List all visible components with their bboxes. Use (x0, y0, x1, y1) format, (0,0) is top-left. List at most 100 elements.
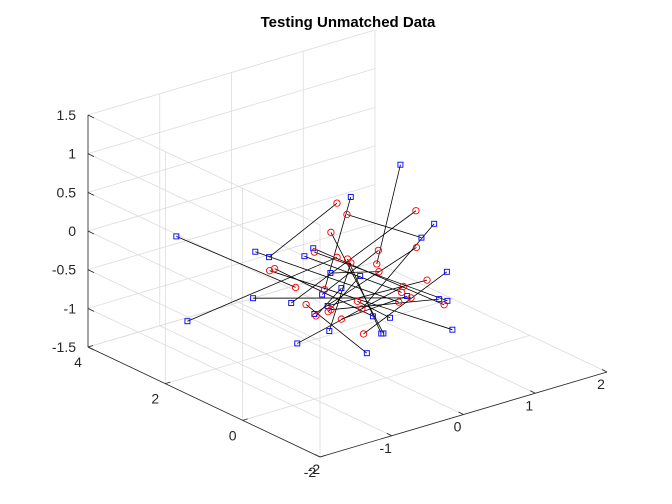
pair-link-line (297, 286, 404, 344)
left-wall-gridline-z (87, 153, 321, 265)
pair-link-line (327, 275, 361, 312)
circle-marker (333, 253, 341, 261)
circle-marker (343, 210, 351, 219)
floor-gridline-y (165, 298, 453, 385)
circle-marker (270, 264, 279, 273)
z-tick-mark (87, 230, 95, 235)
pair-link-line (321, 250, 379, 295)
pair-link-line (313, 247, 445, 306)
left-wall-gridline-z (87, 230, 321, 342)
z-tick-mark (87, 269, 95, 274)
square-marker (310, 245, 317, 252)
square-marker (184, 318, 191, 325)
square-marker (288, 300, 295, 306)
z-tick-mark (87, 153, 95, 158)
z-tick-mark (87, 191, 95, 196)
circle-marker (291, 283, 300, 292)
pair-link-line (363, 271, 448, 335)
square-marker (250, 295, 257, 302)
floor-gridline-x (159, 325, 392, 437)
circle-marker (343, 255, 352, 263)
pair-link-line (268, 202, 338, 258)
x-tick-label: 2 (597, 376, 605, 392)
left-wall-gridline-z (87, 269, 321, 381)
pair-link-line (361, 223, 435, 310)
y-tick-label: 0 (229, 427, 237, 443)
square-marker (266, 254, 273, 261)
square-marker (294, 340, 301, 347)
back-wall-gridline-z (87, 222, 376, 309)
z-tick-label: 0.5 (57, 184, 77, 200)
pair-link-line (330, 232, 384, 334)
circle-marker (395, 298, 403, 306)
pair-link-line (327, 279, 428, 307)
y-tick-label: 2 (151, 391, 159, 407)
pair-link-line (176, 236, 296, 288)
circle-marker (397, 288, 406, 297)
square-marker (363, 350, 370, 357)
square-marker (319, 291, 326, 298)
x-tick-label: 1 (525, 397, 533, 413)
square-marker (378, 330, 385, 337)
z-tick-label: -1 (64, 300, 77, 316)
pair-link-line (324, 196, 352, 290)
square-marker (338, 285, 345, 292)
z-tick-label: 1 (68, 146, 76, 162)
square-marker (326, 328, 333, 334)
square-marker (301, 253, 308, 260)
circle-marker (407, 294, 415, 302)
left-wall-gridline-z (87, 307, 321, 419)
pair-link-line (314, 247, 417, 315)
pair-link-line (330, 298, 440, 311)
pair-link-line (269, 270, 453, 331)
pair-link-line (346, 214, 422, 239)
grid-layer (87, 29, 608, 458)
square-marker (418, 234, 425, 241)
left-wall-gridline-z (87, 191, 321, 303)
z-tick-mark (87, 114, 95, 119)
floor-gridline-x (231, 304, 464, 415)
square-marker (431, 220, 438, 227)
left-wall-gridline-z (87, 114, 321, 226)
circle-marker (265, 267, 274, 275)
square-marker (252, 248, 259, 255)
circle-marker (324, 308, 332, 316)
square-marker (444, 297, 451, 304)
pair-link-line (330, 271, 379, 274)
y-tick-label: 4 (74, 354, 82, 370)
pair-link-line (315, 287, 342, 317)
y-tick-mark (165, 381, 171, 385)
z-tick-label: 0 (68, 223, 76, 239)
z-tick-mark (87, 346, 95, 351)
circle-marker (375, 267, 383, 276)
circle-marker (412, 207, 420, 215)
ticks-layer: -2 -1 0 1 2 -2 0 2 4-1.5 -1 -0.5 0 0.5 1 1.5 (52, 107, 608, 480)
floor-gridline-y (242, 334, 530, 421)
circle-marker (374, 246, 383, 255)
y-tick-mark (319, 455, 326, 458)
square-marker (347, 194, 354, 200)
circle-marker (358, 305, 366, 313)
y-axis-line (87, 346, 321, 458)
circle-marker (412, 243, 421, 252)
pair-link-line (357, 300, 391, 319)
square-marker (449, 326, 456, 333)
square-marker (443, 268, 450, 275)
circle-marker (312, 312, 320, 320)
back-wall-gridline-z (87, 68, 376, 155)
floor-gridline-x (374, 261, 608, 373)
square-marker (357, 273, 364, 279)
circle-marker (423, 276, 431, 284)
square-marker (404, 293, 411, 300)
square-marker (397, 161, 404, 168)
back-wall-gridline-z (87, 184, 376, 271)
pair-link-line (290, 210, 417, 304)
y-tick-mark (242, 418, 248, 421)
circle-marker (333, 199, 341, 207)
back-wall-gridline-z (87, 145, 376, 232)
pair-link-line (187, 256, 338, 322)
pair-link-line (255, 251, 399, 303)
x-tick-label: -1 (380, 440, 393, 456)
circle-marker (353, 297, 362, 305)
circle-marker (440, 301, 448, 309)
